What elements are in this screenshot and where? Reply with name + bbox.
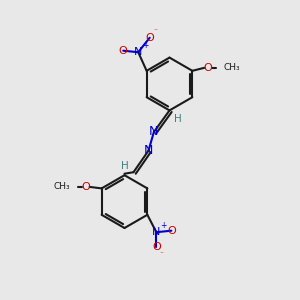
- Text: O: O: [82, 182, 90, 192]
- Text: CH₃: CH₃: [54, 182, 70, 191]
- Text: N: N: [134, 47, 142, 57]
- Text: O: O: [152, 242, 161, 252]
- Text: O: O: [145, 33, 154, 43]
- Text: +: +: [142, 41, 149, 50]
- Text: O: O: [119, 46, 128, 56]
- Text: N: N: [144, 144, 153, 157]
- Text: CH₃: CH₃: [224, 63, 240, 72]
- Text: H: H: [174, 114, 182, 124]
- Text: N: N: [149, 125, 159, 139]
- Text: O: O: [167, 226, 176, 236]
- Text: N: N: [152, 227, 160, 237]
- Text: ⁻: ⁻: [153, 27, 157, 36]
- Text: +: +: [161, 221, 167, 230]
- Text: O: O: [204, 63, 212, 73]
- Text: H: H: [121, 161, 129, 171]
- Text: ⁻: ⁻: [160, 249, 164, 258]
